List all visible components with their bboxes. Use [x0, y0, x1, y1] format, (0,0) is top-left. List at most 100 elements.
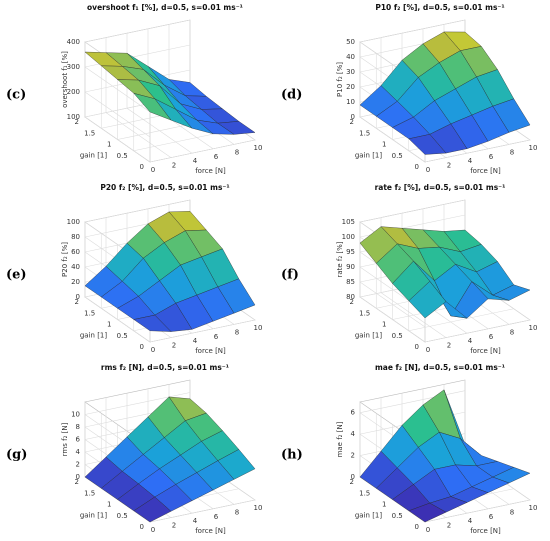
y-tick-label: 2: [75, 118, 79, 126]
z-tick-label: 20: [71, 278, 80, 286]
x-tick-label: 10: [254, 324, 263, 332]
grid-line: [424, 139, 531, 163]
x-tick-label: 2: [172, 162, 176, 170]
x-tick-label: 2: [447, 522, 451, 530]
surface-patch: [133, 314, 172, 332]
x-axis-label: force [N]: [195, 167, 226, 175]
z-tick-label: 2: [76, 461, 80, 469]
grid-line: [359, 281, 426, 328]
z-tick-label: 0: [76, 473, 80, 481]
surface-patch: [408, 134, 447, 155]
z-tick-label: 20: [346, 83, 355, 91]
grid-line: [84, 66, 151, 113]
z-axis-label: mae f₂ [N]: [336, 421, 344, 457]
panel-label: (c): [6, 88, 26, 103]
y-tick-label: 1.5: [84, 489, 95, 497]
x-tick-label: 2: [447, 162, 451, 170]
y-tick-label: 0: [415, 523, 419, 531]
y-tick-label: 1: [382, 321, 386, 329]
subplot: (f) rate f₂ [%], d=0.5, s=0.01 ms⁻¹ 0 2 4 6 8 1…: [281, 183, 537, 355]
y-tick-label: 2: [350, 298, 354, 306]
y-tick-label: 1.5: [359, 489, 370, 497]
subplot: (h)mae f₂ [N], d=0.5, s=0.01 ms⁻¹0246810…: [281, 363, 537, 535]
x-tick-label: 0: [426, 166, 430, 174]
panel-label: (f): [281, 268, 299, 283]
x-tick-label: 4: [468, 517, 473, 525]
y-tick-label: 0.5: [117, 332, 128, 340]
z-tick-label: 80: [346, 293, 355, 301]
x-tick-label: 0: [151, 166, 155, 174]
y-axis-label: gain [1]: [355, 152, 383, 160]
x-tick-label: 4: [468, 337, 473, 345]
z-tick-label: 6: [76, 436, 81, 444]
z-axis-label: rate f₂ [%]: [336, 241, 344, 277]
y-axis-label: gain [1]: [355, 512, 383, 520]
z-tick-label: 10: [346, 98, 355, 106]
x-tick-label: 10: [529, 504, 538, 512]
panel-label: (d): [281, 88, 302, 103]
grid-line: [84, 116, 151, 163]
grid-line: [359, 390, 466, 414]
chart-title: rate f₂ [%], d=0.5, s=0.01 ms⁻¹: [375, 183, 506, 192]
grid-line: [84, 296, 151, 343]
y-tick-label: 0.5: [117, 152, 128, 160]
y-tick-label: 0.5: [117, 512, 128, 520]
z-axis-label: P10 f₂ [%]: [336, 62, 344, 97]
y-tick-label: 0.5: [392, 332, 403, 340]
z-tick-label: 95: [346, 248, 355, 256]
panel-label: (h): [281, 448, 303, 463]
grid-line: [84, 19, 191, 43]
z-tick-label: 300: [67, 63, 80, 71]
x-tick-label: 6: [214, 333, 219, 341]
x-axis-label: force [N]: [470, 167, 501, 175]
x-tick-label: 6: [489, 513, 494, 521]
z-tick-label: 40: [346, 53, 355, 61]
z-axis-label: overshoot f₁ [%]: [61, 51, 69, 108]
y-axis-label: gain [1]: [80, 152, 108, 160]
x-tick-label: 6: [489, 333, 494, 341]
y-axis-label: gain [1]: [80, 332, 108, 340]
x-axis-label: force [N]: [195, 347, 226, 355]
subplot: (c) overshoot f₁ [%], d=0.5, s=0.01 ms⁻¹ 0…: [6, 3, 262, 175]
y-tick-label: 2: [350, 478, 354, 486]
x-tick-label: 0: [426, 526, 430, 534]
x-tick-label: 0: [151, 526, 155, 534]
grid-line: [84, 91, 151, 138]
x-tick-label: 8: [510, 508, 514, 516]
z-axis-label: rms f₂ [N]: [61, 422, 69, 456]
y-axis-label: gain [1]: [80, 512, 108, 520]
y-tick-label: 0: [140, 343, 144, 351]
z-tick-label: 105: [342, 218, 355, 226]
x-tick-label: 4: [193, 517, 198, 525]
panel-label: (g): [6, 448, 27, 463]
z-tick-label: 0: [351, 113, 355, 121]
z-tick-label: 60: [71, 248, 80, 256]
x-tick-label: 2: [172, 522, 176, 530]
z-tick-label: 10: [71, 411, 80, 419]
grid-line: [84, 199, 191, 223]
x-tick-label: 8: [235, 508, 239, 516]
subplot: (g)rms f₂ [N], d=0.5, s=0.01 ms⁻¹0246810…: [6, 363, 262, 535]
grid-line: [149, 139, 256, 163]
panel-label: (e): [6, 268, 27, 283]
x-axis-label: force [N]: [470, 347, 501, 355]
z-tick-label: 4: [76, 448, 81, 456]
x-tick-label: 8: [235, 328, 239, 336]
x-tick-label: 10: [529, 324, 538, 332]
x-tick-label: 0: [151, 346, 155, 354]
z-tick-label: 0: [351, 473, 355, 481]
y-tick-label: 2: [75, 478, 79, 486]
chart-title: mae f₂ [N], d=0.5, s=0.01 ms⁻¹: [375, 363, 505, 372]
z-tick-label: 100: [67, 113, 80, 121]
subplot: (d)P10 f₂ [%], d=0.5, s=0.01 ms⁻¹0246810…: [281, 3, 537, 175]
subplot: (e)P20 f₂ [%], d=0.5, s=0.01 ms⁻¹0246810…: [6, 183, 262, 355]
x-tick-label: 8: [510, 148, 514, 156]
grid-line: [424, 499, 531, 523]
grid-line: [359, 116, 426, 163]
grid-line: [149, 499, 256, 523]
x-tick-label: 6: [489, 153, 494, 161]
z-tick-label: 6: [351, 409, 356, 417]
x-tick-label: 2: [172, 342, 176, 350]
y-tick-label: 1: [107, 321, 111, 329]
